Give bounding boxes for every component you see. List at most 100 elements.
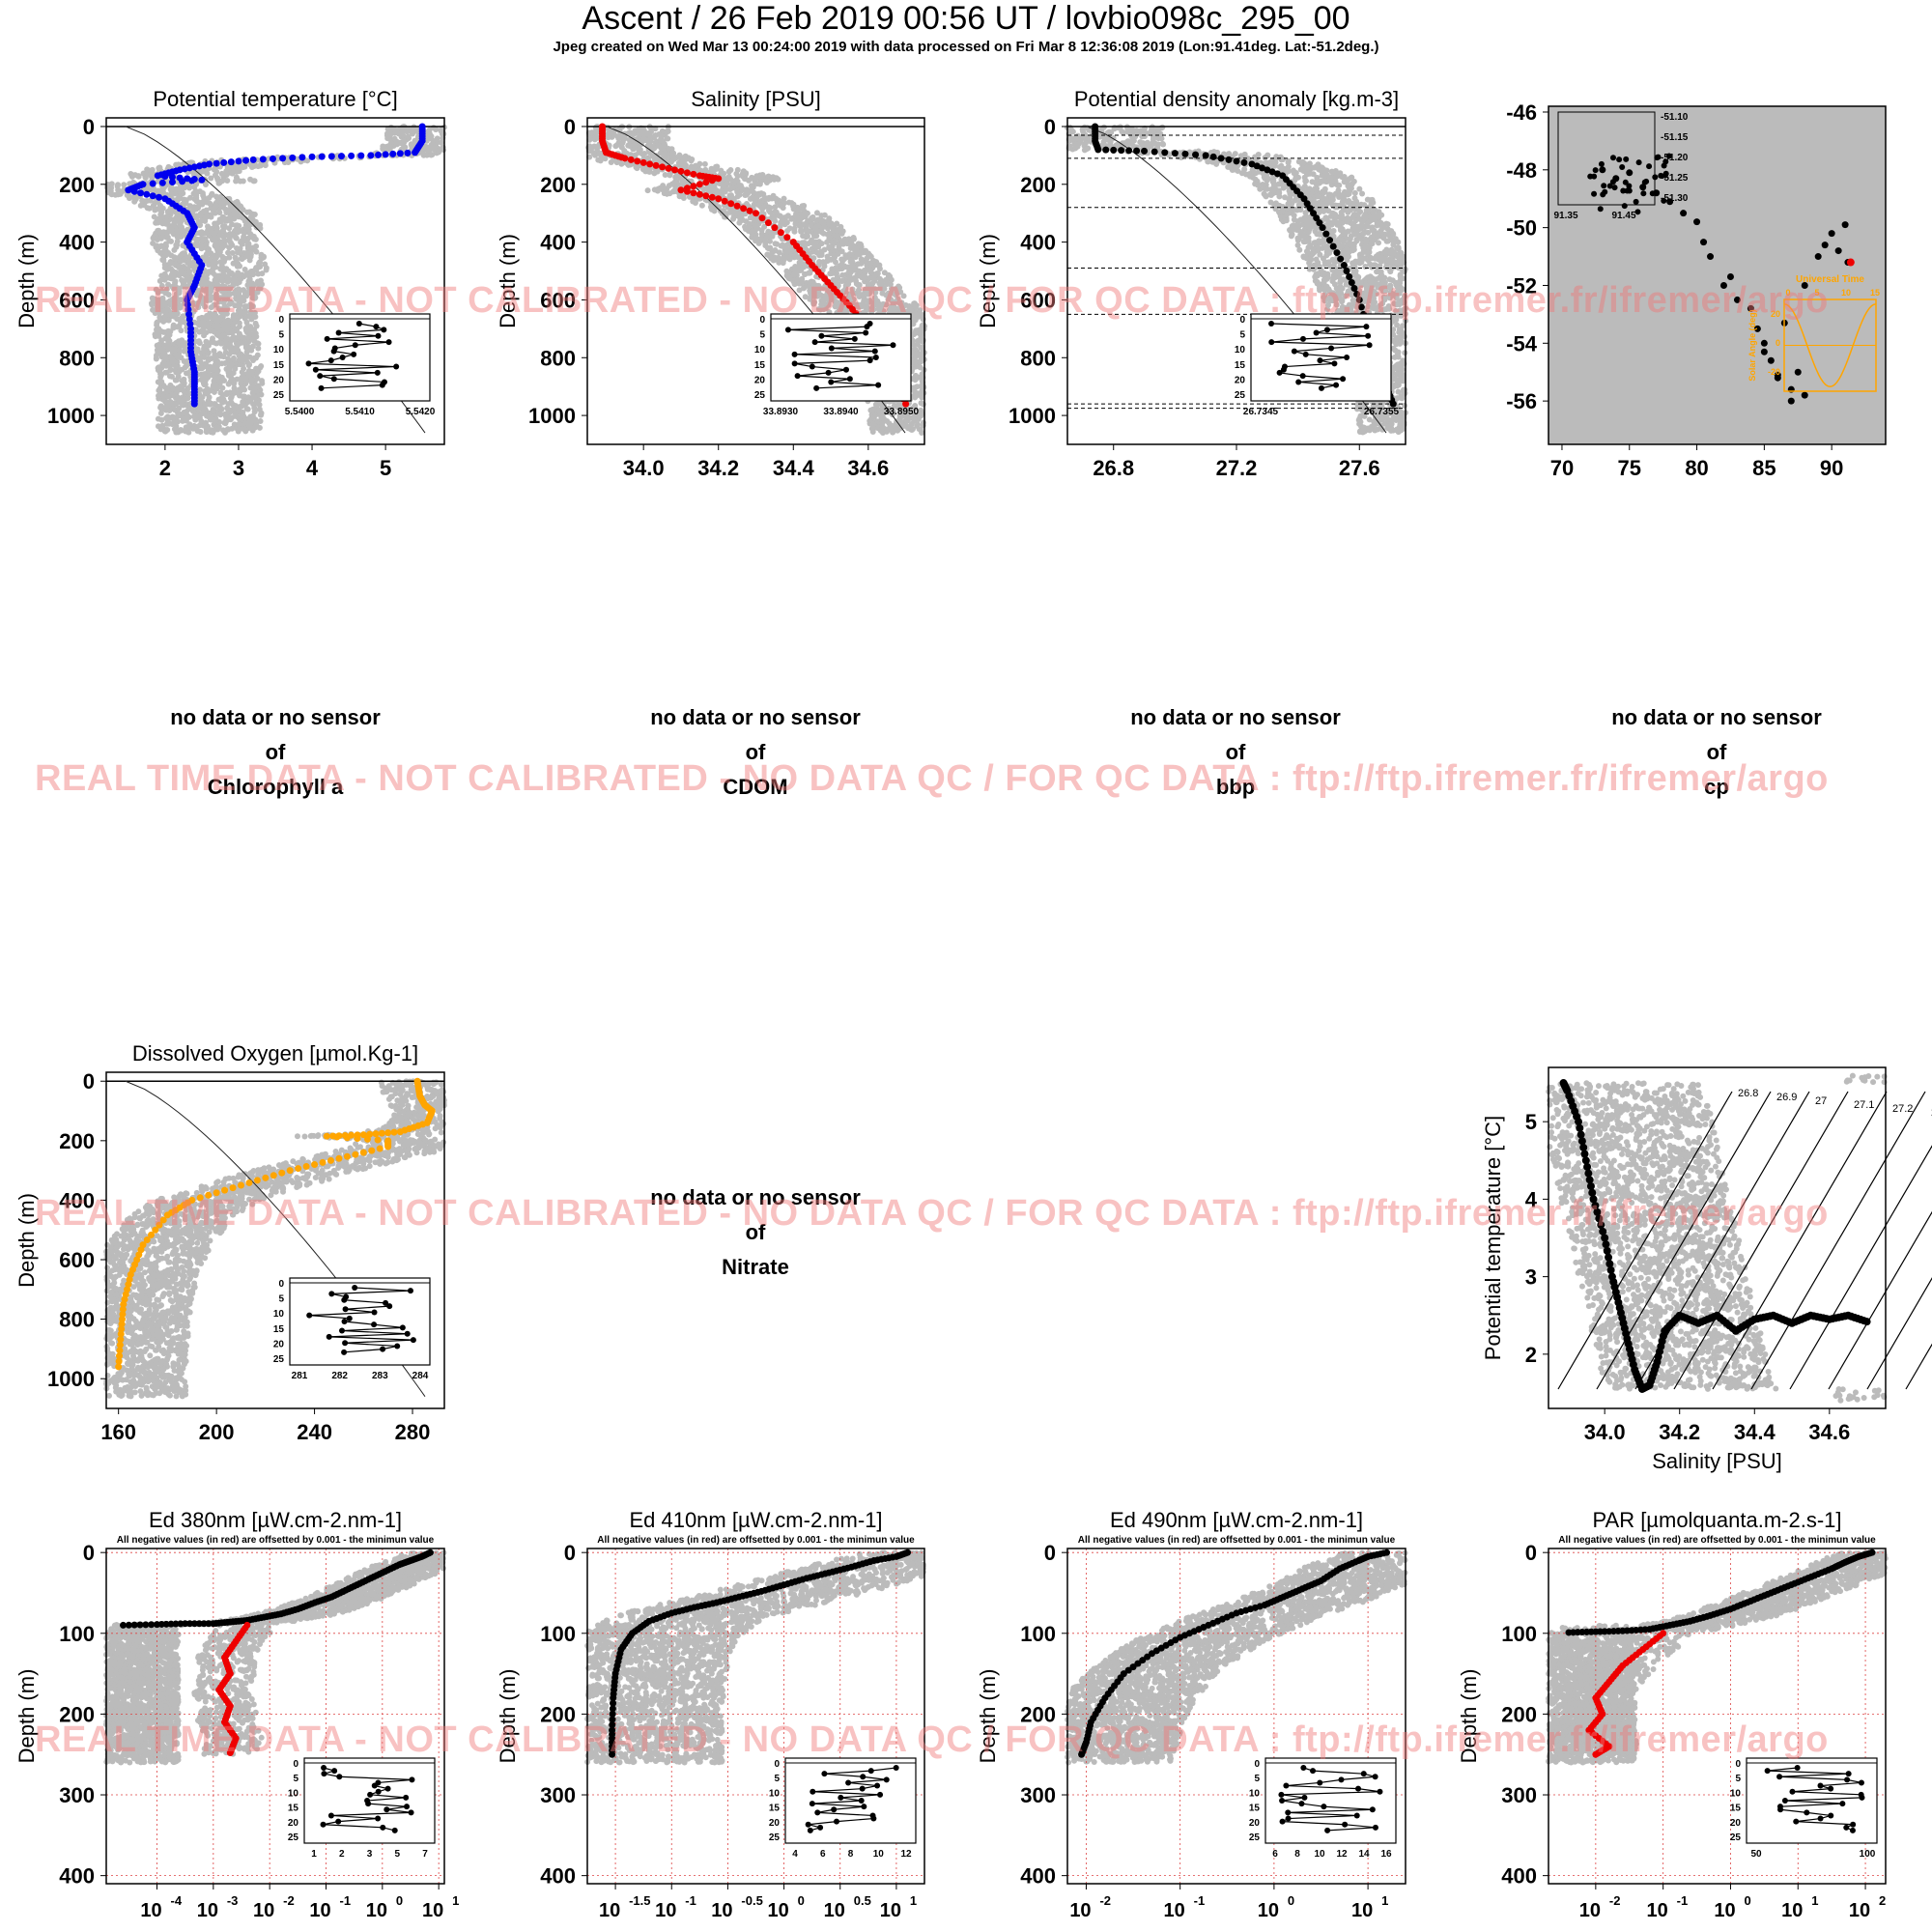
background-point xyxy=(238,204,244,211)
x-tick-label: 3 xyxy=(233,456,244,480)
background-point xyxy=(759,173,766,180)
background-point xyxy=(873,270,880,277)
figure-subtitle: Jpeg created on Wed Mar 13 00:24:00 2019… xyxy=(0,39,1932,55)
background-point xyxy=(182,389,188,396)
background-point xyxy=(831,240,838,246)
background-point xyxy=(241,334,247,341)
background-point xyxy=(181,185,187,191)
background-point xyxy=(821,261,828,268)
background-point xyxy=(756,181,763,187)
background-point xyxy=(240,393,246,400)
background-point xyxy=(784,228,791,235)
background-point xyxy=(253,242,260,249)
background-point xyxy=(159,348,166,355)
background-point xyxy=(867,298,873,305)
background-point xyxy=(883,276,890,283)
background-point xyxy=(875,407,882,413)
background-point xyxy=(808,239,814,245)
x-tick-label: 2 xyxy=(159,456,171,480)
background-point xyxy=(226,291,233,298)
y-axis-label: Depth (m) xyxy=(14,234,39,328)
background-point xyxy=(802,294,809,300)
data-point xyxy=(289,154,297,161)
background-point xyxy=(835,233,841,240)
y-tick-label: 1000 xyxy=(47,404,95,428)
background-point xyxy=(818,301,825,308)
background-point xyxy=(879,420,886,427)
background-point xyxy=(689,156,696,163)
background-point xyxy=(214,424,221,431)
background-point xyxy=(199,394,206,401)
data-point xyxy=(412,149,419,156)
background-point xyxy=(214,359,221,366)
background-point xyxy=(866,281,872,288)
background-point xyxy=(239,256,245,263)
background-point xyxy=(214,245,221,252)
background-point xyxy=(152,333,158,340)
background-point xyxy=(168,227,175,234)
background-point xyxy=(128,173,135,180)
background-point xyxy=(231,313,238,320)
background-point xyxy=(791,228,798,235)
background-point xyxy=(830,276,837,283)
background-point xyxy=(259,378,266,384)
background-point xyxy=(766,177,773,184)
background-point xyxy=(224,272,231,279)
background-point xyxy=(914,384,921,390)
figure-title: Ascent / 26 Feb 2019 00:56 UT / lovbio09… xyxy=(0,0,1932,38)
background-point xyxy=(593,126,600,132)
background-point xyxy=(198,217,205,224)
background-point xyxy=(246,221,253,228)
background-point xyxy=(211,348,217,355)
background-point xyxy=(176,338,183,345)
background-point xyxy=(752,217,758,224)
background-point xyxy=(847,251,854,258)
background-point xyxy=(200,230,207,237)
background-point xyxy=(153,286,159,293)
background-point xyxy=(236,330,242,337)
data-point xyxy=(242,156,250,164)
background-point xyxy=(162,252,169,259)
background-point xyxy=(838,223,844,230)
background-point xyxy=(813,217,820,224)
background-point xyxy=(406,134,412,141)
background-point xyxy=(838,248,845,255)
historical-profiles xyxy=(104,124,447,436)
background-point xyxy=(196,200,203,207)
background-point xyxy=(167,367,174,374)
background-point xyxy=(759,205,766,212)
background-point xyxy=(662,188,668,195)
background-point xyxy=(167,208,174,214)
background-point xyxy=(212,401,218,408)
background-point xyxy=(246,416,253,423)
background-point xyxy=(185,395,191,402)
background-point xyxy=(850,265,857,271)
background-point xyxy=(826,215,833,222)
background-point xyxy=(776,259,782,266)
background-point xyxy=(146,205,153,212)
background-point xyxy=(177,234,184,241)
background-point xyxy=(436,149,442,156)
background-point xyxy=(869,429,876,436)
background-point xyxy=(195,355,202,361)
background-point xyxy=(210,382,216,388)
background-point xyxy=(219,227,226,234)
background-point xyxy=(727,176,734,183)
background-point xyxy=(213,415,219,422)
background-point xyxy=(391,127,398,133)
background-point xyxy=(820,218,827,225)
background-point xyxy=(859,300,866,307)
background-point xyxy=(212,210,218,216)
background-point xyxy=(158,337,165,344)
background-point xyxy=(423,152,430,158)
background-point xyxy=(768,255,775,262)
background-point xyxy=(242,420,248,427)
background-point xyxy=(198,293,205,299)
background-point xyxy=(199,238,206,244)
background-point xyxy=(148,168,155,175)
background-point xyxy=(172,278,179,285)
background-point xyxy=(215,241,222,247)
background-point xyxy=(868,414,875,421)
background-point xyxy=(734,173,741,180)
